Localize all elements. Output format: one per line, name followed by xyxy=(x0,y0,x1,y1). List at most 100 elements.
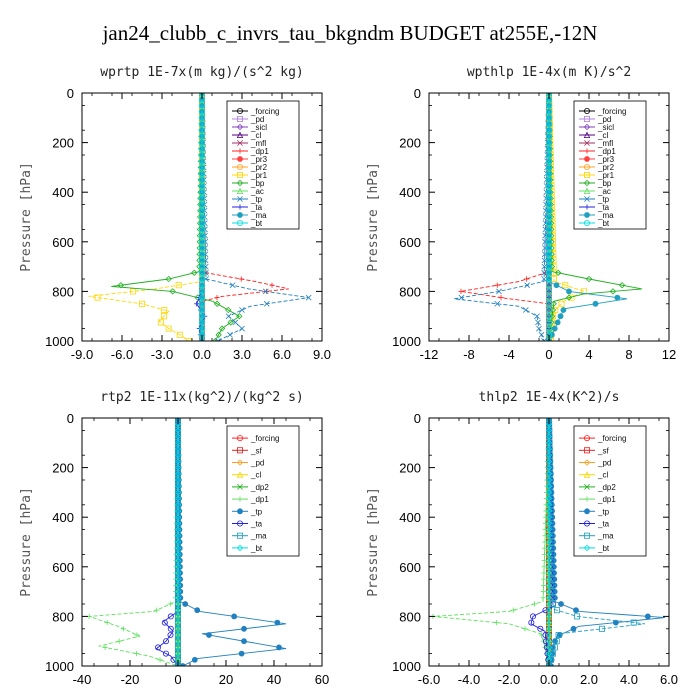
y-axis-label: Pressure [hPa] xyxy=(366,162,381,272)
series-line-dp1 xyxy=(89,418,179,666)
x-tick-label: 2.0 xyxy=(580,672,598,687)
series-line-tp xyxy=(201,93,309,341)
y-axis-label: Pressure [hPa] xyxy=(19,487,34,597)
y-tick-label: 400 xyxy=(399,185,421,200)
legend-item: _ac xyxy=(232,187,264,196)
legend-label: _dp1 xyxy=(250,147,269,156)
x-tick-label: 60 xyxy=(315,672,329,687)
series-markers-tp xyxy=(458,93,552,341)
x-tick-label: -4 xyxy=(503,347,515,362)
y-tick-label: 200 xyxy=(52,136,74,151)
legend-label: _mfl xyxy=(597,139,613,148)
legend-item: _bt xyxy=(579,219,610,228)
legend-item: _ma xyxy=(232,211,267,220)
legend-item: _tp xyxy=(232,195,263,204)
legend-label: _ta xyxy=(250,520,263,529)
y-tick-label: 600 xyxy=(399,560,421,575)
panel-1: wprtp 1E-7x(m kg)/(s^2 kg) Pressure [hPa]… xyxy=(19,65,331,362)
legend-label: _sf xyxy=(597,446,609,455)
series-markers-dp1 xyxy=(430,418,552,666)
legend-item: _ta xyxy=(579,203,610,212)
y-tick-label: 400 xyxy=(399,510,421,525)
x-tick-label: -2.0 xyxy=(498,672,520,687)
legend-item: _forcing xyxy=(232,107,279,116)
y-tick-label: 800 xyxy=(52,284,74,299)
legend-item: _mfl xyxy=(232,139,266,148)
series-markers-dp1 xyxy=(458,93,552,341)
legend-label: _ac xyxy=(597,187,611,196)
legend-label: _bt xyxy=(250,219,263,228)
legend-label: _mfl xyxy=(250,139,266,148)
x-tick-label: 12 xyxy=(662,347,676,362)
legend-label: _forcing xyxy=(250,434,279,443)
series-group xyxy=(86,418,287,666)
x-tick-label: 3.0 xyxy=(233,347,251,362)
panels: wprtp 1E-7x(m kg)/(s^2 kg) Pressure [hPa]… xyxy=(19,65,678,687)
legend-label: _pr3 xyxy=(250,155,268,164)
legend-item: _ta xyxy=(579,520,610,529)
legend-item: _dp1 xyxy=(232,495,269,504)
y-tick-label: 600 xyxy=(399,235,421,250)
legend-item: _tp xyxy=(579,195,610,204)
legend-item: _pr2 xyxy=(579,163,615,172)
series-markers-dp1 xyxy=(86,418,181,666)
legend: _forcing_pd_sicl_cl_mfl_dp1_pr3_pr2_pr1_… xyxy=(573,100,647,230)
y-tick-label: 1000 xyxy=(45,659,74,674)
series-line-bp xyxy=(111,93,241,341)
legend-label: _tp xyxy=(250,507,263,516)
legend-label: _pr2 xyxy=(250,163,268,172)
x-tick-label: 4 xyxy=(585,347,592,362)
y-tick-label: 200 xyxy=(52,461,74,476)
y-tick-label: 400 xyxy=(52,510,74,525)
x-tick-label: -20 xyxy=(121,672,140,687)
legend-label: _bt xyxy=(597,544,610,553)
legend-item: _sf xyxy=(579,446,609,455)
legend-label: _forcing xyxy=(597,107,626,116)
legend-item: _cl xyxy=(232,131,261,140)
plot-frame xyxy=(81,417,323,667)
legend-label: _pr1 xyxy=(597,171,615,180)
legend-label: _forcing xyxy=(597,434,626,443)
legend-label: _bt xyxy=(250,544,263,553)
series-line-dp1 xyxy=(460,93,550,341)
legend-item: _mfl xyxy=(579,139,613,148)
x-tick-label: -6.0 xyxy=(418,672,440,687)
legend-item: _bp xyxy=(579,179,612,188)
x-tick-label: 0.0 xyxy=(540,672,558,687)
legend-label: _dp1 xyxy=(597,495,616,504)
legend-label: _pd xyxy=(597,115,611,124)
panel-2: wpthlp 1E-4x(m K)/s^2 Pressure [hPa] -12 -8… xyxy=(366,65,676,362)
y-tick-label: 200 xyxy=(399,461,421,476)
legend-label: _forcing xyxy=(250,107,279,116)
legend-label: _cl xyxy=(597,131,608,140)
legend-item: _forcing xyxy=(232,434,279,443)
panel-title: thlp2 1E-4x(K^2)/s xyxy=(479,390,620,405)
legend-label: _tp xyxy=(250,195,263,204)
legend-item: _tp xyxy=(232,507,263,516)
series-group xyxy=(453,93,643,341)
y-tick-label: 0 xyxy=(414,86,421,101)
x-tick-label: 20 xyxy=(219,672,233,687)
panel-title: wprtp 1E-7x(m kg)/(s^2 kg) xyxy=(100,65,304,80)
legend-item: _ac xyxy=(579,187,611,196)
y-axis-label: Pressure [hPa] xyxy=(366,487,381,597)
legend-label: _ac xyxy=(250,187,264,196)
legend-label: _bp xyxy=(597,179,612,188)
legend-item: _sicl xyxy=(579,123,614,132)
series-markers-pr1 xyxy=(94,93,205,341)
legend-label: _ma xyxy=(250,211,267,220)
legend-label: _ma xyxy=(597,532,614,541)
x-tick-label: 4.0 xyxy=(620,672,638,687)
legend-label: _sicl xyxy=(597,123,614,132)
legend-item: _pr3 xyxy=(232,155,268,164)
legend-item: _pr1 xyxy=(232,171,268,180)
y-tick-label: 200 xyxy=(399,136,421,151)
legend-label: _pr2 xyxy=(597,163,615,172)
x-tick-label: 40 xyxy=(267,672,281,687)
legend-item: _ma xyxy=(579,211,614,220)
legend-item: _sicl xyxy=(232,123,267,132)
legend-label: _tp xyxy=(597,507,610,516)
x-tick-label: -40 xyxy=(73,672,92,687)
legend-item: _pd xyxy=(232,115,264,124)
series-line-pr1 xyxy=(88,93,203,341)
